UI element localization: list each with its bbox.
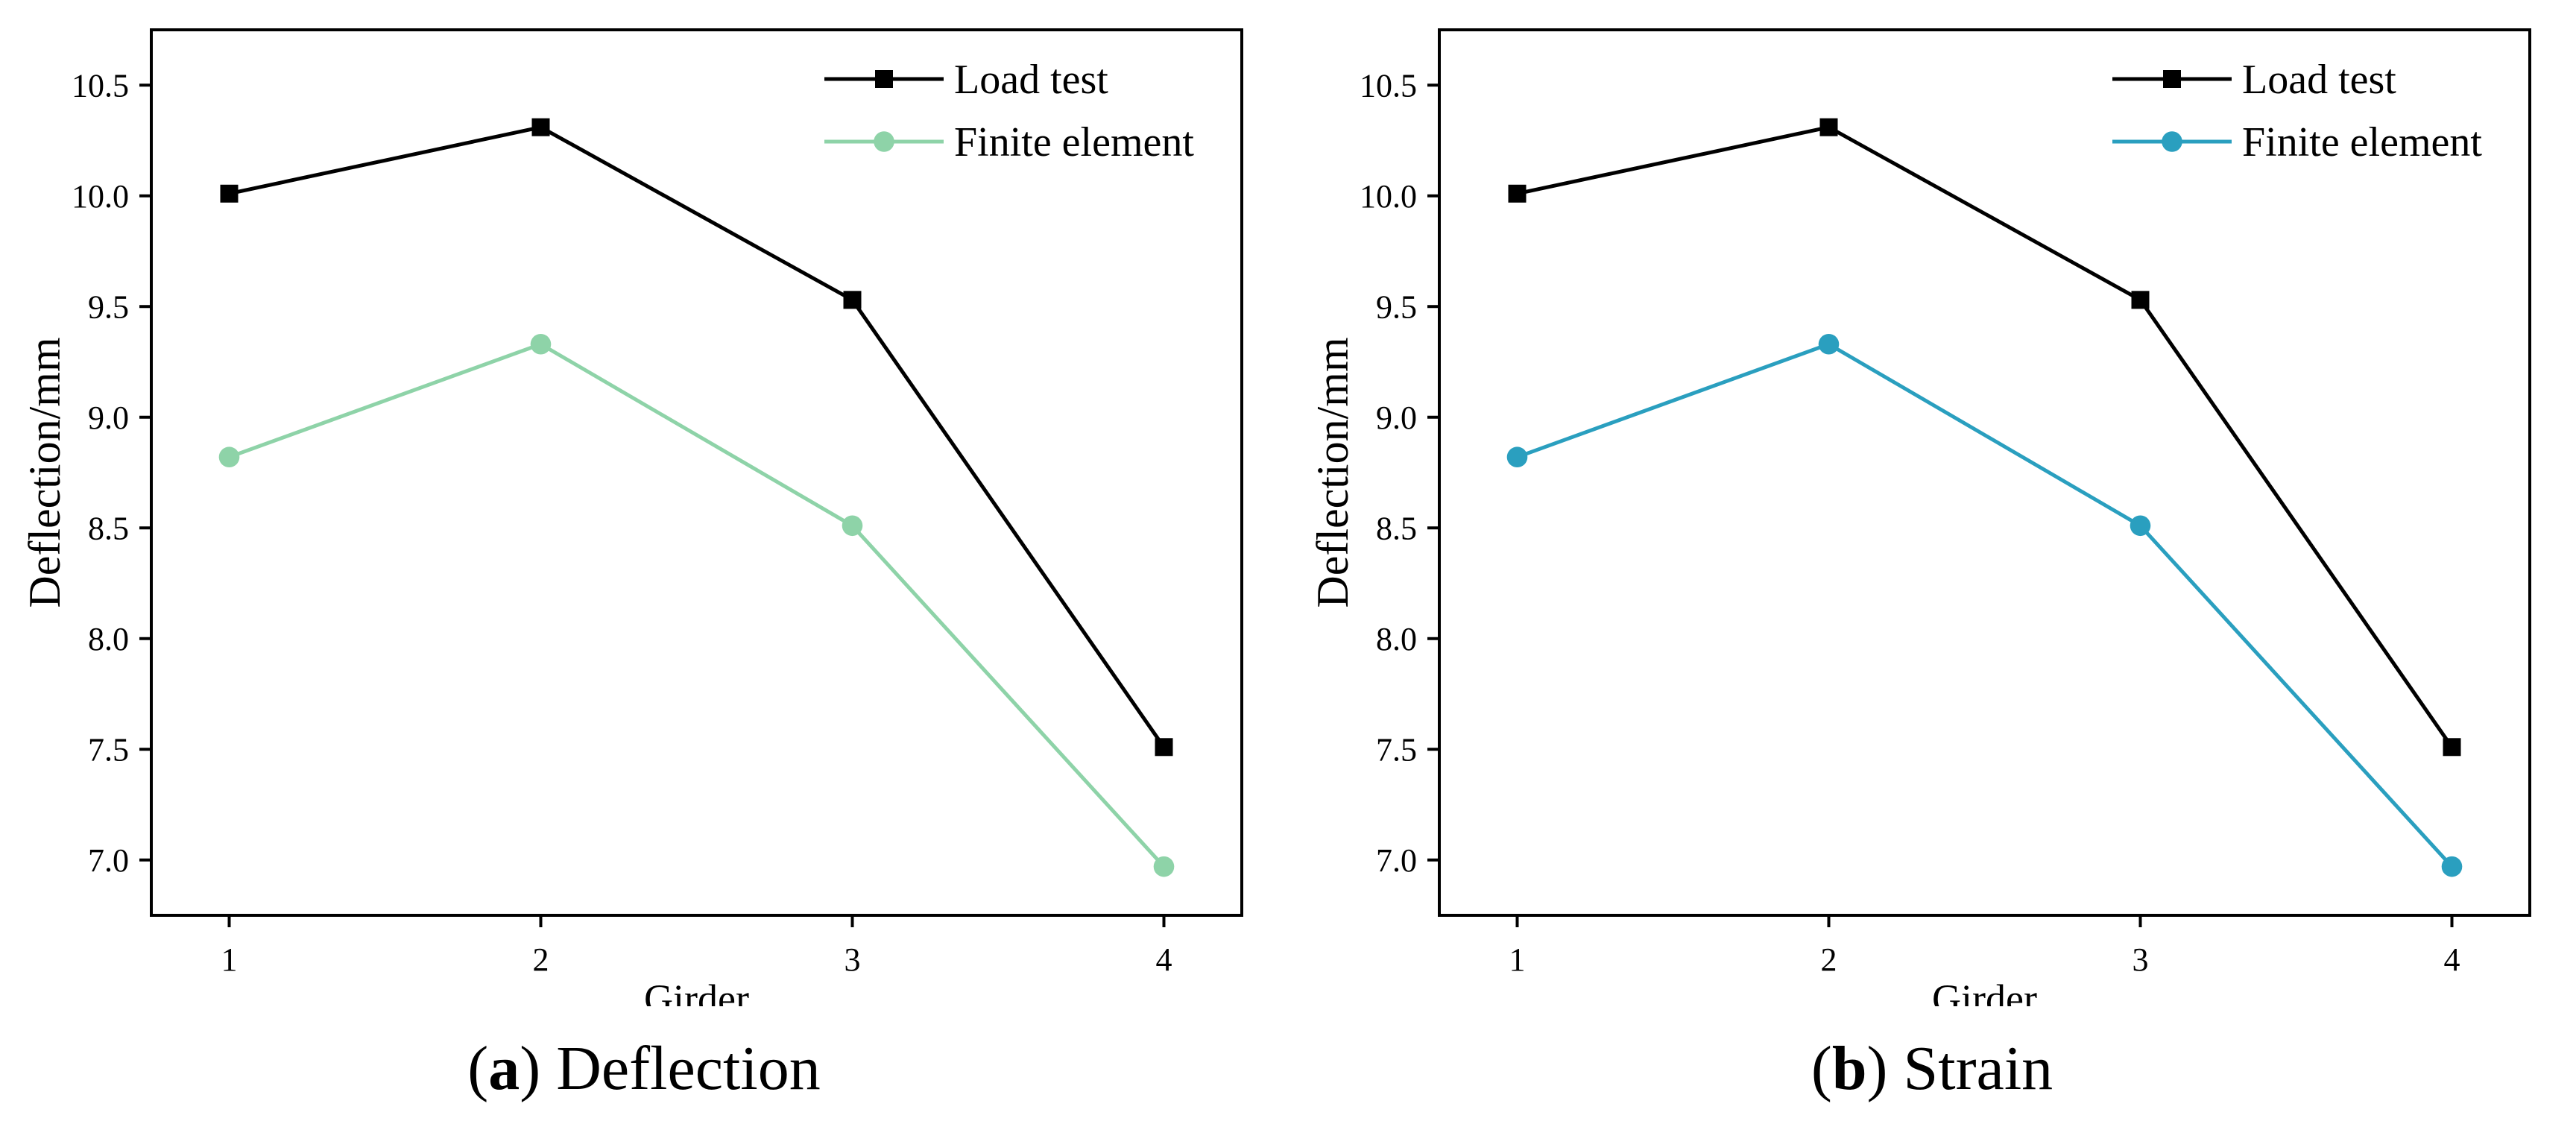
plot-frame [150, 28, 1243, 917]
data-point [2131, 291, 2150, 309]
series-finite-element [1506, 333, 2463, 877]
series-line [228, 342, 1166, 868]
series-line [228, 125, 1166, 748]
data-point [2443, 738, 2461, 757]
legend-item: Load test [824, 57, 1108, 103]
data-point [531, 118, 550, 136]
chart-panel-deflection: 7.0 7.5 8.0 8.5 9.0 9.5 10.0 10.5 1 2 3 4 Girder Defl… [20, 28, 1243, 1103]
x-tick-label: 1 [1509, 941, 1526, 978]
data-point [218, 446, 240, 468]
y-tick-label: 10.5 [72, 67, 129, 104]
legend-item: Finite element [2112, 119, 2482, 165]
caption-strain: (b) Strain [1811, 1034, 2053, 1103]
legend-swatch-marker [2163, 70, 2181, 88]
data-point [530, 333, 552, 355]
data-point [1153, 856, 1175, 877]
y-axis-label: Deflection/mm [1308, 337, 1357, 607]
y-tick-label: 7.0 [88, 842, 129, 879]
data-point [1818, 333, 1840, 355]
data-point [2441, 856, 2463, 877]
y-tick-label: 10.0 [1360, 178, 1417, 215]
data-point [843, 291, 862, 309]
x-tick-label: 1 [221, 941, 238, 978]
series-line [1516, 342, 2454, 868]
chart-deflection: 7.0 7.5 8.0 8.5 9.0 9.5 10.0 10.5 1 2 3 4 Girder Defl… [20, 28, 1243, 1006]
legend-swatch-marker [874, 131, 894, 152]
data-point [842, 515, 863, 537]
caption-label: b [1831, 1034, 1867, 1103]
y-tick-label: 9.5 [1376, 288, 1417, 325]
y-tick-label: 8.0 [1376, 621, 1417, 657]
plot-frame [1438, 28, 2531, 917]
y-tick-label: 10.5 [1360, 67, 1417, 104]
data-point [1155, 738, 1173, 757]
series-load-test [220, 118, 1173, 757]
y-axis-label: Deflection/mm [20, 337, 69, 607]
data-point [2130, 515, 2151, 537]
x-tick-label: 4 [1156, 941, 1172, 978]
chart-panel-strain: 7.0 7.5 8.0 8.5 9.0 9.5 10.0 10.5 1 2 3 4 Girder Defl… [1288, 0, 2576, 1127]
legend-swatch-marker [2162, 131, 2182, 152]
caption-label: a [488, 1034, 520, 1103]
y-tick-label: 7.0 [1376, 842, 1417, 879]
y-tick-label: 8.0 [88, 621, 129, 657]
y-tick-label: 8.5 [88, 510, 129, 546]
series-line [1516, 125, 2454, 748]
caption-text: Deflection [556, 1034, 821, 1103]
y-tick-label: 9.0 [1376, 400, 1417, 436]
y-tick-label: 7.5 [1376, 731, 1417, 768]
legend-label: Load test [2242, 57, 2396, 103]
legend-label: Load test [954, 57, 1108, 103]
x-tick-label: 2 [1821, 941, 1837, 978]
legend-swatch-marker [875, 70, 893, 88]
x-axis-label: Girder [1932, 976, 2037, 1006]
x-tick-label: 4 [2444, 941, 2460, 978]
y-tick-label: 7.5 [88, 731, 129, 768]
caption-deflection: (a) Deflection [467, 1034, 821, 1103]
x-tick-label: 3 [845, 941, 861, 978]
data-point [1506, 446, 1528, 468]
caption-text: Strain [1903, 1034, 2053, 1103]
y-tick-label: 8.5 [1376, 510, 1417, 546]
legend: Load test Finite element [2112, 57, 2482, 165]
x-tick-label: 2 [533, 941, 549, 978]
legend-label: Finite element [2242, 119, 2482, 165]
legend-item: Finite element [824, 119, 1194, 165]
chart-strain: 7.0 7.5 8.0 8.5 9.0 9.5 10.0 10.5 1 2 3 4 Girder Defl… [1308, 28, 2531, 1006]
data-point [1508, 184, 1527, 203]
y-tick-label: 10.0 [72, 178, 129, 215]
x-axis-label: Girder [644, 976, 749, 1006]
legend-item: Load test [2112, 57, 2396, 103]
data-point [220, 184, 239, 203]
y-tick-label: 9.0 [88, 400, 129, 436]
x-tick-label: 3 [2133, 941, 2149, 978]
series-finite-element [218, 333, 1175, 877]
legend: Load test Finite element [824, 57, 1194, 165]
legend-label: Finite element [954, 119, 1194, 165]
y-tick-label: 9.5 [88, 288, 129, 325]
data-point [1819, 118, 1838, 136]
series-load-test [1508, 118, 2461, 757]
